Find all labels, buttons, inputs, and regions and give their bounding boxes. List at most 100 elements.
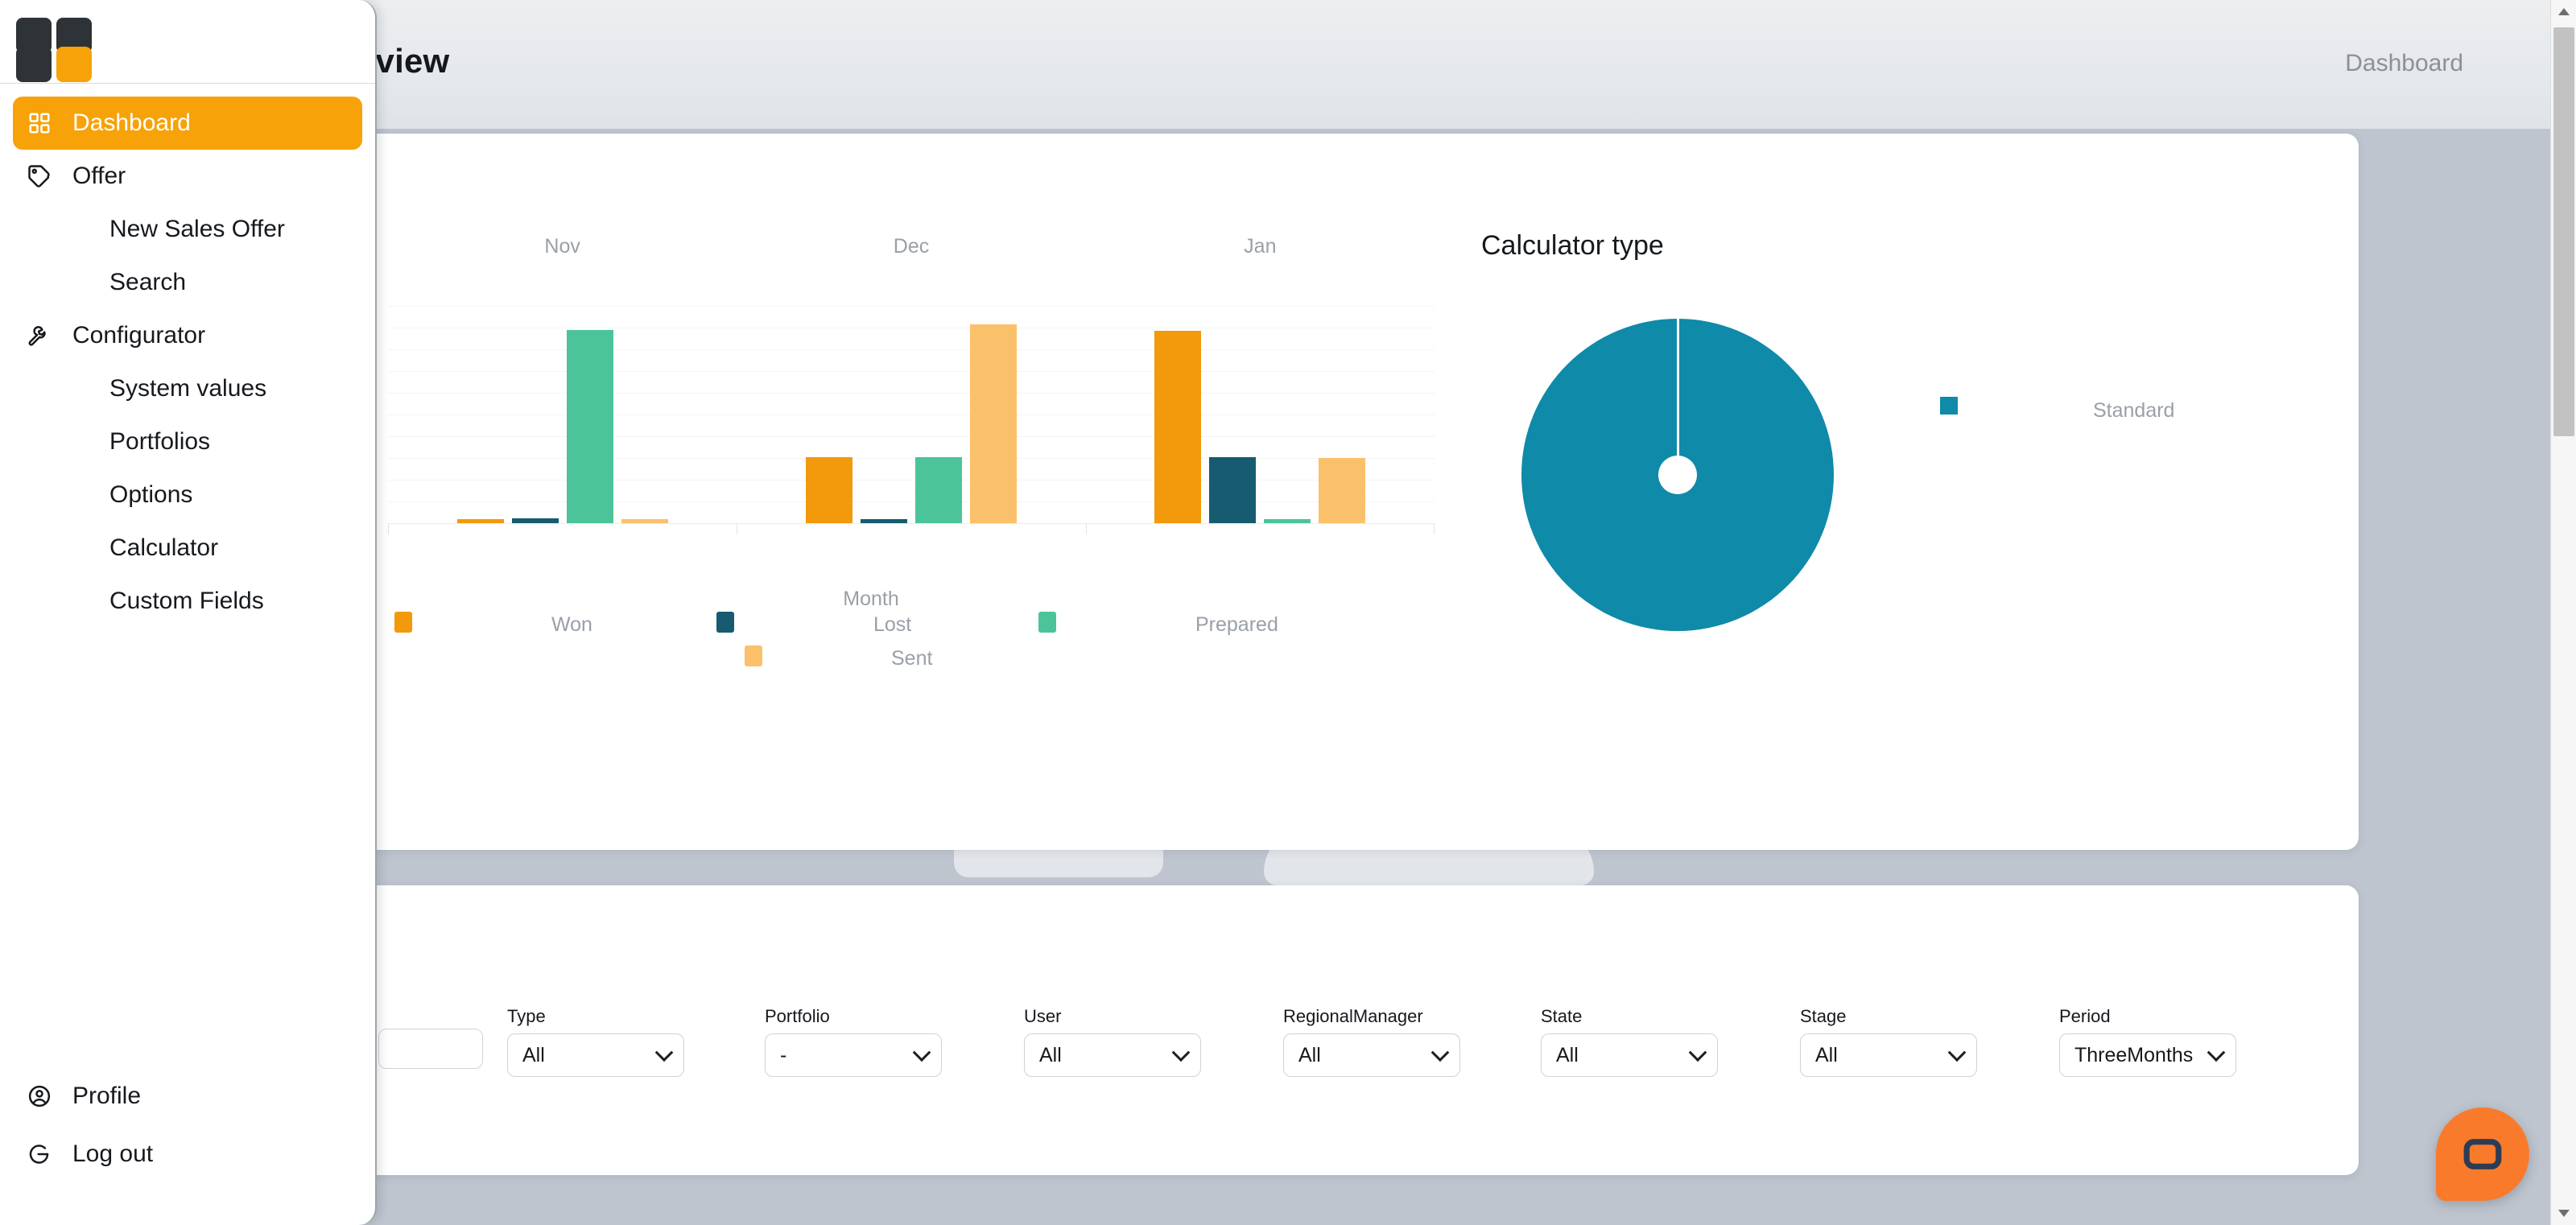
search-input[interactable]	[378, 1029, 483, 1069]
filter-label-stage: Stage	[1800, 1006, 1847, 1026]
sidebar-item-custom-fields[interactable]: Custom Fields	[13, 575, 362, 628]
chevron-down-icon	[1171, 1043, 1191, 1062]
legend-label-won: Won	[551, 613, 592, 636]
filter-select-portfolio[interactable]: -	[765, 1033, 942, 1077]
filter-label-regionalmanager: RegionalManager	[1283, 1006, 1423, 1026]
filter-value-type: All	[522, 1043, 545, 1066]
sidebar-item-label: Calculator	[109, 534, 219, 561]
wrench-icon	[27, 324, 64, 348]
logo-square-bottom-left	[16, 47, 52, 82]
sidebar-item-configurator[interactable]: Configurator	[13, 309, 362, 362]
filter-period: Period ThreeMonths	[2059, 1006, 2236, 1077]
filter-select-user[interactable]: All	[1024, 1033, 1201, 1077]
chevron-down-icon	[912, 1043, 931, 1062]
filter-regionalmanager: RegionalManager All	[1283, 1006, 1460, 1077]
chevron-down-icon	[654, 1043, 674, 1062]
bar-chart-x-axis	[388, 523, 1435, 524]
sidebar-item-label: Dashboard	[72, 109, 191, 136]
donut-chart-title: Calculator type	[1481, 230, 1664, 261]
bar-dec-sent[interactable]	[970, 324, 1017, 523]
sidebar-item-logout[interactable]: Log out	[13, 1125, 362, 1183]
sidebar: Dashboard Offer New Sales Offer Search	[0, 0, 377, 1225]
sidebar-item-new-sales-offer[interactable]: New Sales Offer	[13, 203, 362, 256]
filters-card	[193, 885, 2359, 1175]
page-scrollbar[interactable]	[2550, 0, 2576, 1225]
charts-card	[193, 134, 2359, 850]
sidebar-item-portfolios[interactable]: Portfolios	[13, 415, 362, 468]
filter-label-period: Period	[2059, 1006, 2111, 1026]
breadcrumb: Dashboard	[2345, 50, 2463, 76]
filter-stage: Stage All	[1800, 1006, 1977, 1077]
sidebar-item-label: Profile	[72, 1083, 142, 1109]
sidebar-item-label: Configurator	[72, 322, 206, 349]
legend-swatch-standard	[1940, 397, 1958, 415]
donut-chart-divider	[1677, 319, 1679, 475]
filter-select-state[interactable]: All	[1541, 1033, 1718, 1077]
sidebar-item-search[interactable]: Search	[13, 256, 362, 309]
user-circle-icon	[27, 1084, 64, 1108]
chevron-down-icon	[1947, 1043, 1967, 1062]
sidebar-item-profile[interactable]: Profile	[13, 1067, 362, 1125]
sidebar-item-label: Portfolios	[109, 428, 211, 455]
bar-chart-x-tick	[388, 523, 389, 534]
bar-nov-won[interactable]	[456, 519, 504, 523]
filter-select-period[interactable]: ThreeMonths	[2059, 1033, 2236, 1077]
filter-value-state: All	[1556, 1043, 1579, 1066]
legend-swatch-prepared	[1038, 612, 1056, 633]
sidebar-nav: Dashboard Offer New Sales Offer Search	[0, 84, 375, 628]
sidebar-item-label: Options	[109, 481, 193, 508]
sidebar-item-system-values[interactable]: System values	[13, 362, 362, 415]
bar-nov-lost[interactable]	[511, 518, 559, 523]
bar-chart-x-axis-label: Month	[843, 588, 899, 610]
sidebar-item-options[interactable]: Options	[13, 468, 362, 522]
bar-jan-prepared[interactable]	[1264, 519, 1311, 523]
sidebar-item-calculator[interactable]: Calculator	[13, 522, 362, 575]
chevron-down-icon	[1430, 1043, 1450, 1062]
donut-chart-hole	[1658, 456, 1697, 494]
bar-chart-plot	[388, 306, 1435, 534]
logo-square-bottom-right	[56, 47, 92, 82]
bar-chart-x-tick	[1085, 523, 1087, 534]
filter-select-regionalmanager[interactable]: All	[1283, 1033, 1460, 1077]
legend-label-lost: Lost	[873, 613, 912, 636]
bar-dec-prepared[interactable]	[915, 456, 962, 523]
scrollbar-thumb[interactable]	[2553, 27, 2574, 436]
sidebar-item-label: Offer	[72, 163, 126, 189]
sidebar-item-label: Log out	[72, 1140, 154, 1167]
filter-value-user: All	[1039, 1043, 1062, 1066]
logout-icon	[27, 1142, 64, 1166]
scroll-up-arrow-icon[interactable]	[2558, 8, 2570, 15]
legend-label-prepared: Prepared	[1195, 613, 1278, 636]
app-logo[interactable]	[0, 0, 375, 84]
bar-dec-won[interactable]	[806, 456, 852, 523]
legend-swatch-lost	[716, 612, 734, 633]
legend-swatch-won	[394, 612, 412, 633]
legend-swatch-sent	[745, 645, 762, 666]
bar-chart-x-label: Dec	[893, 235, 930, 258]
scroll-down-arrow-icon[interactable]	[2558, 1210, 2570, 1217]
bar-jan-lost[interactable]	[1209, 456, 1257, 523]
chevron-down-icon	[1688, 1043, 1707, 1062]
filter-value-period: ThreeMonths	[2074, 1043, 2194, 1066]
filter-type: Type All	[507, 1006, 684, 1077]
bar-nov-prepared[interactable]	[566, 329, 613, 523]
chat-bubble-icon	[2463, 1139, 2502, 1169]
filter-label-state: State	[1541, 1006, 1583, 1026]
sidebar-item-offer[interactable]: Offer	[13, 150, 362, 203]
filter-select-type[interactable]: All	[507, 1033, 684, 1077]
filter-select-stage[interactable]: All	[1800, 1033, 1977, 1077]
bar-jan-sent[interactable]	[1319, 458, 1366, 523]
bar-jan-won[interactable]	[1154, 331, 1202, 523]
sidebar-item-dashboard[interactable]: Dashboard	[13, 97, 362, 150]
filter-user: User All	[1024, 1006, 1201, 1077]
chat-button[interactable]	[2436, 1107, 2529, 1201]
bar-chart-x-tick	[1434, 523, 1435, 534]
grid-icon	[27, 111, 64, 135]
filter-value-stage: All	[1815, 1043, 1838, 1066]
filter-label-portfolio: Portfolio	[765, 1006, 830, 1026]
bar-dec-lost[interactable]	[861, 519, 907, 523]
bar-nov-sent[interactable]	[621, 519, 668, 523]
filter-state: State All	[1541, 1006, 1718, 1077]
filter-label-user: User	[1024, 1006, 1062, 1026]
